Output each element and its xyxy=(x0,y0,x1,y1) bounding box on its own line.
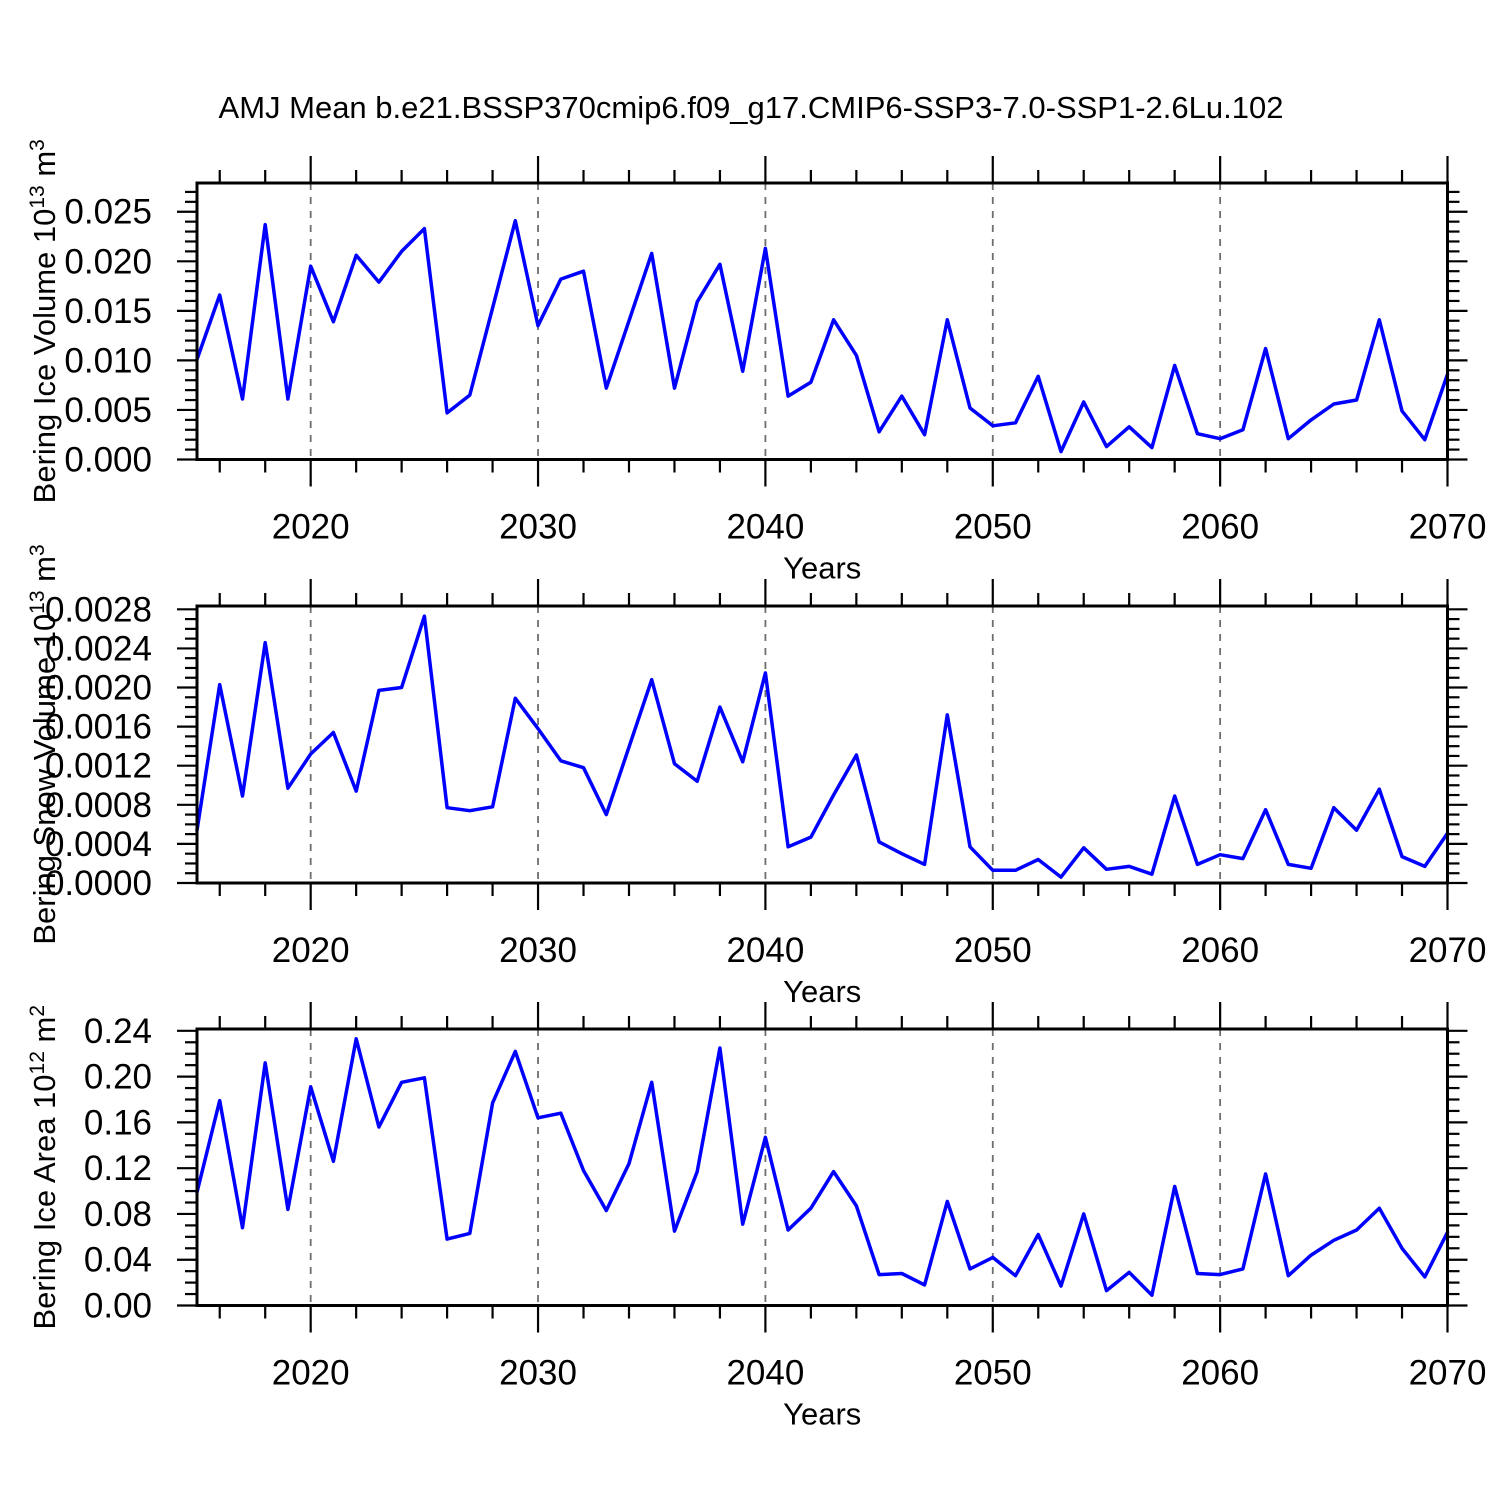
y-tick-label: 0.08 xyxy=(84,1195,152,1234)
y-tick-label: 0.0016 xyxy=(45,708,152,747)
x-tick-label: 2020 xyxy=(272,1354,350,1393)
y-axis-title-exponent: 3 xyxy=(26,544,49,556)
y-axis-title-bering-ice-area: Bering Ice Area 1012 m2 xyxy=(26,1005,62,1330)
x-tick-label: 2070 xyxy=(1409,508,1487,547)
y-tick-label: 0.12 xyxy=(84,1149,152,1188)
x-tick-label: 2050 xyxy=(954,508,1032,547)
y-tick-label: 0.025 xyxy=(64,193,152,232)
y-tick-label: 0.16 xyxy=(84,1103,152,1142)
x-axis-title: Years xyxy=(783,974,861,1009)
y-tick-label: 0.0004 xyxy=(45,825,152,864)
y-tick-label: 0.0028 xyxy=(45,590,152,629)
x-tick-label: 2020 xyxy=(272,931,350,970)
y-axis-title-exponent: 13 xyxy=(26,590,49,613)
x-tick-label: 2040 xyxy=(726,1354,804,1393)
y-axis-title-text: Bering Snow Volume 10 xyxy=(27,614,62,945)
x-tick-label: 2060 xyxy=(1181,508,1259,547)
panel-bering-snow-volume: 2020 2030 2040 2050 2060 20700.00000.00040.00… xyxy=(26,544,1486,1009)
y-tick-label: 0.0008 xyxy=(45,786,152,825)
series-line-bering-ice-area xyxy=(195,1037,1450,1297)
y-axis-title-text: Bering Ice Volume 10 xyxy=(27,209,62,504)
axes-frame xyxy=(195,1027,1449,1307)
axes-frame xyxy=(195,604,1449,885)
y-tick-label: 0.0024 xyxy=(45,629,152,668)
y-axis-title-bering-ice-volume: Bering Ice Volume 1013 m3 xyxy=(26,139,62,503)
panel-bering-ice-volume: 2020 2030 2040 2050 2060 2070 0.000 0.005 0.010 0… xyxy=(26,139,1486,585)
y-tick-label: 0.24 xyxy=(84,1012,152,1051)
y-tick-label: 0.0000 xyxy=(45,864,152,903)
y-axis-title-exponent: 2 xyxy=(26,1005,49,1017)
axes-frame xyxy=(195,181,1449,461)
x-tick-label: 2070 xyxy=(1409,1354,1487,1393)
chart-title: AMJ Mean b.e21.BSSP370cmip6.f09_g17.CMIP… xyxy=(219,90,1284,125)
y-tick-label: 0.000 xyxy=(64,441,152,480)
y-tick-label: 0.0012 xyxy=(45,747,152,786)
y-tick-label: 0.020 xyxy=(64,242,152,281)
x-axis-title: Years xyxy=(783,1397,861,1432)
y-tick-label: 0.015 xyxy=(64,292,152,331)
x-tick-label: 2050 xyxy=(954,1354,1032,1393)
panel-bering-ice-area: 2020 2030 2040 2050 2060 2070 0.00 0.04 0.08 0.12… xyxy=(26,1002,1486,1432)
y-axis-title-text: m xyxy=(27,1017,62,1051)
x-tick-label: 2030 xyxy=(499,1354,577,1393)
y-tick-label: 0.0020 xyxy=(45,669,152,708)
y-axis-title-exponent: 13 xyxy=(26,185,49,208)
y-axis-title-bering-snow-volume: Bering Snow Volume 1013 m3 xyxy=(26,544,62,944)
y-tick-label: 0.00 xyxy=(84,1287,152,1326)
y-axis-title-text: Bering Ice Area 10 xyxy=(27,1074,62,1329)
y-tick-label: 0.010 xyxy=(64,341,152,380)
y-axis-title-text: m xyxy=(27,556,62,590)
x-tick-label: 2060 xyxy=(1181,931,1259,970)
x-tick-label: 2050 xyxy=(954,931,1032,970)
x-tick-label: 2030 xyxy=(499,508,577,547)
series-line-bering-ice-volume xyxy=(195,218,1450,454)
y-axis-title-exponent: 3 xyxy=(26,139,49,151)
y-tick-label: 0.005 xyxy=(64,391,152,430)
x-tick-label: 2040 xyxy=(726,508,804,547)
x-tick-label: 2070 xyxy=(1409,931,1487,970)
plots-container: 2020 2030 2040 2050 2060 2070 0.000 0.005 0.010 0… xyxy=(26,139,1486,1431)
y-axis-title-text: m xyxy=(27,151,62,185)
series-line-bering-snow-volume xyxy=(195,614,1450,879)
y-tick-label: 0.04 xyxy=(84,1241,152,1280)
x-tick-label: 2040 xyxy=(726,931,804,970)
y-axis-title-exponent: 12 xyxy=(26,1051,49,1074)
y-tick-label: 0.20 xyxy=(84,1058,152,1097)
x-tick-label: 2030 xyxy=(499,931,577,970)
x-tick-label: 2020 xyxy=(272,508,350,547)
x-tick-label: 2060 xyxy=(1181,1354,1259,1393)
x-axis-title: Years xyxy=(783,551,861,586)
